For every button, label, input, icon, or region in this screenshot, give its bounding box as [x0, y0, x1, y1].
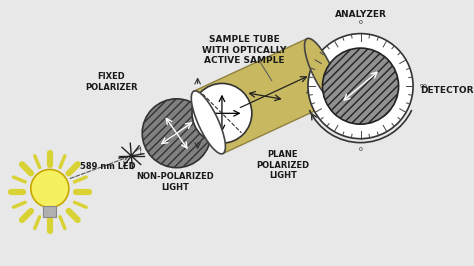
Text: 589 nm LED: 589 nm LED: [80, 162, 136, 171]
Circle shape: [308, 34, 413, 139]
FancyBboxPatch shape: [44, 206, 56, 217]
Circle shape: [31, 169, 69, 207]
Text: DETECTOR: DETECTOR: [420, 86, 474, 95]
Text: NON-POLARIZED
LIGHT: NON-POLARIZED LIGHT: [136, 172, 214, 192]
Text: PLANE
POLARIZED
LIGHT: PLANE POLARIZED LIGHT: [256, 151, 310, 180]
Circle shape: [142, 99, 211, 168]
Text: 0: 0: [359, 147, 363, 152]
Circle shape: [192, 84, 252, 143]
Text: FIXED
POLARIZER: FIXED POLARIZER: [85, 72, 137, 92]
Text: ANALYZER: ANALYZER: [335, 10, 386, 19]
Ellipse shape: [304, 38, 338, 101]
Text: SAMPLE TUBE
WITH OPTICALLY
ACTIVE SAMPLE: SAMPLE TUBE WITH OPTICALLY ACTIVE SAMPLE: [202, 35, 287, 65]
Text: 0: 0: [359, 20, 363, 25]
Ellipse shape: [191, 91, 226, 154]
Circle shape: [322, 48, 399, 124]
Text: 90: 90: [420, 84, 428, 89]
Polygon shape: [194, 39, 336, 153]
